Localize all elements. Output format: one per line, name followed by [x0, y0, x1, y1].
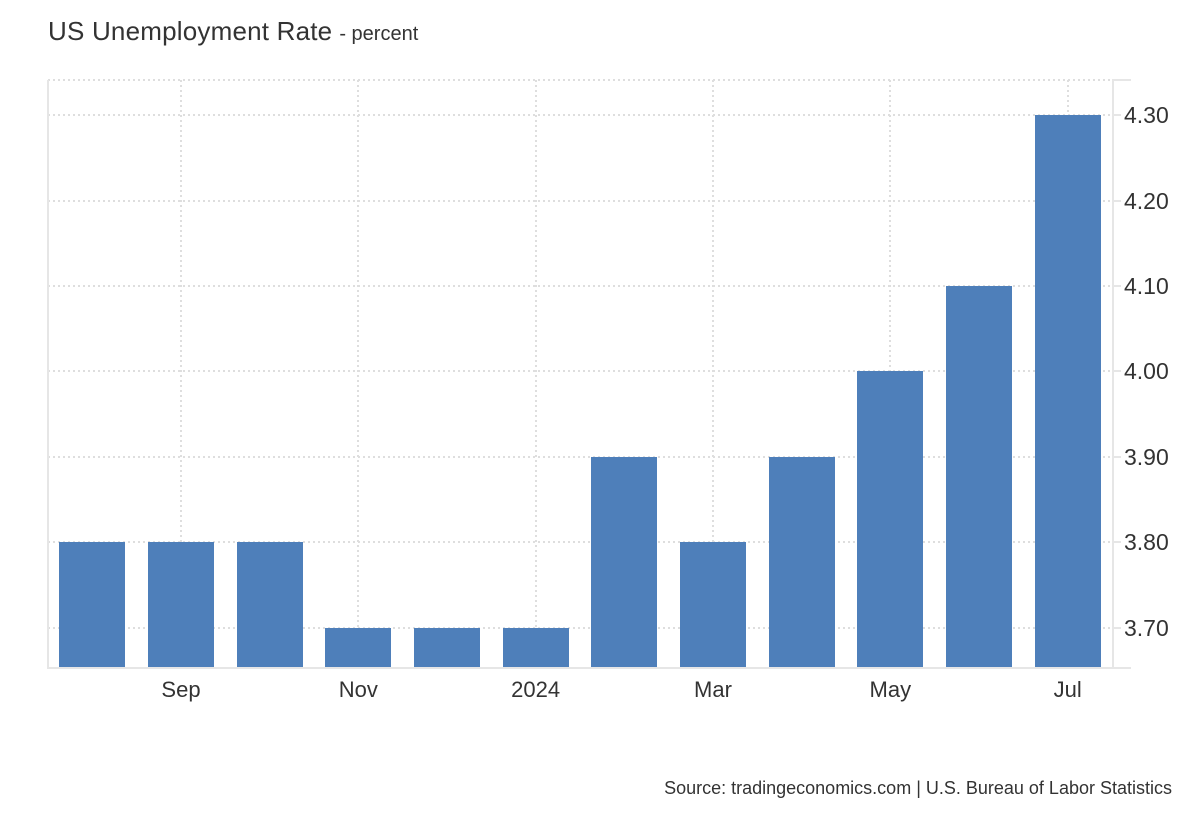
bar-month-12[interactable]: [1034, 115, 1101, 668]
y-axis-right-line: [1112, 80, 1114, 668]
chart-title-text: US Unemployment Rate: [48, 16, 333, 46]
bar-month-4[interactable]: [325, 627, 392, 668]
gridline-horizontal: [48, 114, 1112, 117]
y-axis-left-line: [47, 80, 49, 668]
x-axis-tick-label: 2024: [511, 677, 561, 702]
y-axis-tick: [1112, 455, 1121, 458]
y-axis-tick-label: 4.20: [1124, 187, 1169, 214]
gridline-horizontal: [48, 626, 1112, 629]
y-axis-tick: [1112, 284, 1121, 287]
x-axis-line: [47, 667, 1131, 669]
y-axis-tick-label: 3.90: [1124, 443, 1169, 470]
chart-subtitle-text: - percent: [339, 23, 419, 45]
bar-month-8[interactable]: [680, 542, 746, 668]
bar-month-7[interactable]: [591, 456, 658, 668]
y-axis-tick-label: 4.10: [1124, 272, 1169, 299]
x-axis-tick-label: May: [869, 677, 912, 702]
gridline-vertical: [357, 80, 360, 668]
gridline-horizontal: [48, 370, 1112, 373]
y-axis-tick: [1112, 114, 1121, 117]
source-attribution: Source: tradingeconomics.com | U.S. Bure…: [664, 778, 1172, 798]
bar-month-5[interactable]: [414, 627, 480, 668]
bar-month-9[interactable]: [768, 456, 835, 668]
y-axis-tick-label: 3.70: [1124, 614, 1169, 641]
bar-month-11[interactable]: [946, 285, 1012, 668]
y-axis-tick: [1112, 541, 1121, 544]
x-axis-tick-label: Sep: [161, 677, 201, 702]
gridline-horizontal: [48, 541, 1112, 544]
x-axis-tick-label: Nov: [338, 677, 378, 702]
gridline-vertical: [180, 80, 182, 668]
y-axis-tick: [1112, 626, 1121, 629]
bar-month-2[interactable]: [148, 542, 214, 668]
y-axis-tick: [1112, 370, 1121, 373]
bar-month-3[interactable]: [236, 542, 303, 668]
chart-title: US Unemployment Rate - percent: [48, 16, 418, 47]
gridline-horizontal: [48, 284, 1112, 287]
bar-month-10[interactable]: [857, 371, 924, 668]
x-axis-tick-label: Mar: [694, 677, 732, 702]
bar-month-6[interactable]: [502, 627, 569, 668]
y-axis-top-end-tick: [1112, 79, 1131, 81]
bar-month-1[interactable]: [59, 542, 126, 668]
plot-area: [48, 80, 1112, 668]
y-axis-tick-label: 4.00: [1124, 358, 1169, 385]
y-axis-tick-label: 4.30: [1124, 102, 1169, 129]
plot-top-border: [48, 79, 1112, 81]
gridline-vertical: [534, 80, 537, 668]
gridline-horizontal: [48, 199, 1112, 202]
y-axis-tick-label: 3.80: [1124, 529, 1169, 556]
x-axis-tick-label: Jul: [1053, 677, 1082, 702]
gridline-horizontal: [48, 455, 1112, 458]
gridline-vertical: [712, 80, 714, 668]
y-axis-tick: [1112, 199, 1121, 202]
